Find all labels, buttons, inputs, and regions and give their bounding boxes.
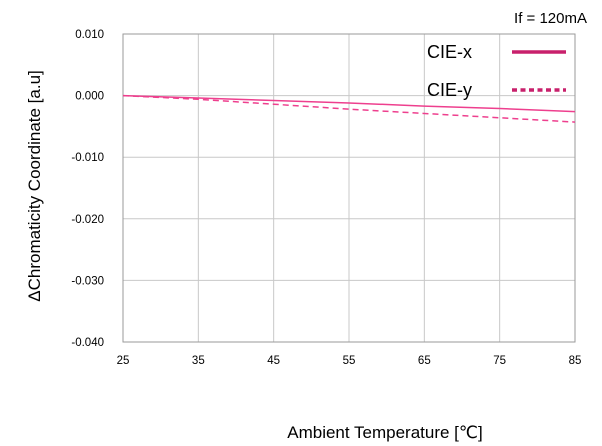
legend-label-cie-y: CIE-y — [427, 80, 472, 100]
x-tick-label: 85 — [569, 355, 582, 367]
x-tick-label: 65 — [418, 355, 431, 367]
y-tick-label: -0.020 — [71, 214, 104, 226]
x-tick-label: 75 — [493, 355, 506, 367]
x-tick-label: 25 — [117, 355, 130, 367]
legend: CIE-x CIE-y — [427, 42, 566, 100]
x-tick-labels: 25 35 45 55 65 75 85 — [117, 355, 582, 367]
y-tick-label: 0.000 — [75, 91, 104, 103]
y-tick-label: -0.040 — [71, 337, 104, 349]
series-line-cie-x — [122, 94, 576, 113]
y-axis-label: ΔChromaticity Coordinate [a.u] — [25, 70, 44, 302]
x-tick-label: 55 — [343, 355, 356, 367]
x-tick-label: 45 — [267, 355, 280, 367]
x-axis-label: Ambient Temperature [℃] — [287, 423, 482, 442]
x-tick-label: 35 — [192, 355, 205, 367]
grid — [122, 33, 576, 343]
series-line-cie-y — [122, 94, 576, 123]
series-layer — [122, 94, 576, 123]
y-tick-labels: 0.010 0.000 -0.010 -0.020 -0.030 -0.040 — [71, 29, 104, 349]
y-tick-label: -0.010 — [71, 152, 104, 164]
y-tick-label: 0.010 — [75, 29, 104, 41]
y-tick-label: -0.030 — [71, 275, 104, 287]
test-condition: If = 120mA — [514, 10, 587, 27]
plot-frame — [122, 33, 576, 343]
legend-label-cie-x: CIE-x — [427, 42, 472, 62]
